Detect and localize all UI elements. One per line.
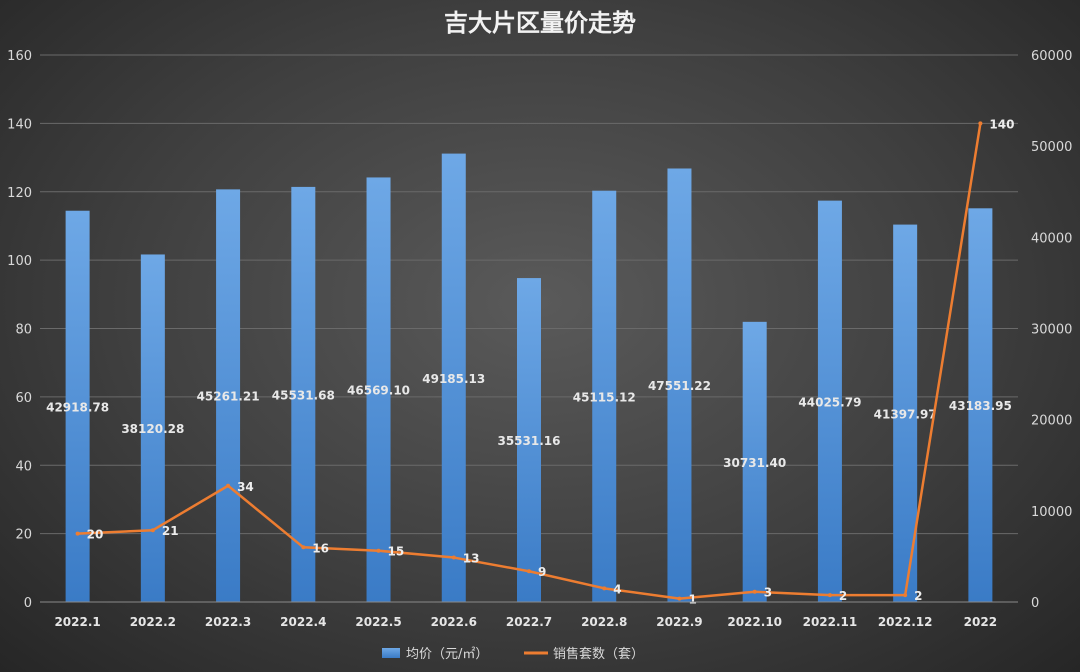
- left-tick-label: 20: [15, 528, 32, 543]
- bar-series: [65, 153, 993, 603]
- x-tick-label: 2022.7: [506, 615, 552, 629]
- bar-data-label: 43183.95: [949, 399, 1012, 413]
- right-tick-label: 30000: [1031, 323, 1072, 338]
- x-tick-label: 2022.9: [656, 615, 702, 629]
- x-tick-label: 2022.4: [280, 615, 326, 629]
- left-tick-label: 60: [15, 391, 32, 406]
- line-data-label: 13: [463, 552, 480, 566]
- right-tick-label: 0: [1031, 596, 1039, 611]
- bar-data-label: 45261.21: [197, 390, 260, 404]
- bar: [592, 190, 617, 602]
- bar: [140, 254, 165, 603]
- line-data-label: 4: [613, 582, 621, 596]
- line-point: [677, 596, 682, 601]
- line-data-label: 20: [87, 528, 104, 542]
- bar: [366, 177, 391, 602]
- legend-bar-swatch: [382, 648, 400, 658]
- left-tick-label: 100: [7, 254, 32, 269]
- line-data-label: 2: [914, 589, 922, 603]
- left-tick-label: 80: [15, 323, 32, 338]
- line-point: [75, 531, 80, 536]
- legend-bar-label: 均价（元/㎡）: [406, 647, 488, 662]
- bar: [667, 168, 692, 602]
- bar: [291, 186, 316, 603]
- bar: [441, 153, 466, 602]
- x-tick-label: 2022.12: [878, 615, 933, 629]
- line-data-label: 16: [312, 541, 329, 555]
- bar-data-label: 45115.12: [573, 390, 636, 404]
- right-tick-label: 60000: [1031, 49, 1072, 64]
- x-tick-label: 2022.6: [431, 615, 477, 629]
- bar: [742, 321, 767, 602]
- line-data-label: 140: [989, 117, 1014, 131]
- bar-data-label: 47551.22: [648, 379, 711, 393]
- bar: [968, 208, 993, 602]
- bar-data-label: 49185.13: [422, 372, 485, 386]
- x-tick-label: 2022.2: [130, 615, 176, 629]
- line-point: [451, 555, 456, 560]
- line-point: [527, 569, 531, 574]
- line-point: [903, 593, 908, 598]
- left-tick-label: 140: [7, 117, 32, 132]
- line-series: [75, 121, 983, 601]
- chart-title: 吉大片区量价走势: [444, 9, 636, 37]
- left-tick-label: 0: [24, 596, 32, 611]
- line-point: [376, 548, 381, 553]
- x-tick-label: 2022.1: [54, 615, 100, 629]
- line-point: [827, 593, 832, 598]
- x-tick-label: 2022.5: [355, 615, 401, 629]
- bar-data-label: 35531.16: [497, 434, 560, 448]
- x-axis: 2022.1 2022.2 2022.3 2022.4 2022.5 2022.6 2022…: [40, 601, 1018, 629]
- right-tick-label: 50000: [1031, 140, 1072, 155]
- legend: 均价（元/㎡） 销售套数（套）: [382, 646, 644, 662]
- bar-data-label: 42918.78: [46, 400, 109, 414]
- right-tick-label: 10000: [1031, 505, 1072, 520]
- bar: [65, 210, 90, 602]
- bar-data-label: 30731.40: [723, 456, 786, 470]
- bar: [817, 200, 842, 603]
- line-point: [150, 528, 155, 533]
- legend-line-label: 销售套数（套）: [553, 646, 644, 662]
- right-tick-label: 40000: [1031, 231, 1072, 246]
- left-tick-label: 160: [7, 49, 32, 64]
- bar-data-label: 45531.68: [272, 388, 335, 402]
- line-point: [226, 483, 231, 488]
- bar-data-label: 38120.28: [121, 422, 184, 436]
- line-point: [978, 121, 983, 126]
- line-point: [301, 545, 306, 550]
- left-tick-label: 120: [7, 186, 32, 201]
- bar-data-label: 41397.97: [874, 407, 937, 421]
- line-data-label: 2: [839, 589, 847, 603]
- right-tick-label: 20000: [1031, 414, 1072, 429]
- x-tick-label: 2022.11: [803, 615, 858, 629]
- x-tick-label: 2022.3: [205, 615, 251, 629]
- line-data-label: 3: [764, 586, 772, 600]
- bar-data-label: 46569.10: [347, 384, 410, 398]
- line-data-label: 1: [688, 593, 696, 607]
- line-data-label: 34: [237, 480, 254, 494]
- x-tick-label: 2022.10: [727, 615, 782, 629]
- x-tick-label: 2022.8: [581, 615, 627, 629]
- line-data-label: 21: [162, 524, 179, 538]
- left-axis: 0 20 40 60 80 100 120 140 160: [7, 49, 32, 611]
- bar: [216, 189, 241, 602]
- bar-data-labels: 42918.78 38120.28 45261.21 45531.68 46569.10…: [46, 372, 1012, 470]
- line-point: [602, 586, 607, 591]
- left-tick-label: 40: [15, 459, 32, 474]
- right-axis: 0 10000 20000 30000 40000 50000 60000: [1031, 49, 1072, 611]
- bar: [517, 278, 541, 602]
- x-tick-label: 2022: [964, 615, 997, 629]
- bar-data-label: 44025.79: [798, 395, 861, 409]
- line-data-label: 15: [388, 545, 405, 559]
- line-point: [752, 589, 757, 594]
- line-data-label: 9: [538, 565, 546, 579]
